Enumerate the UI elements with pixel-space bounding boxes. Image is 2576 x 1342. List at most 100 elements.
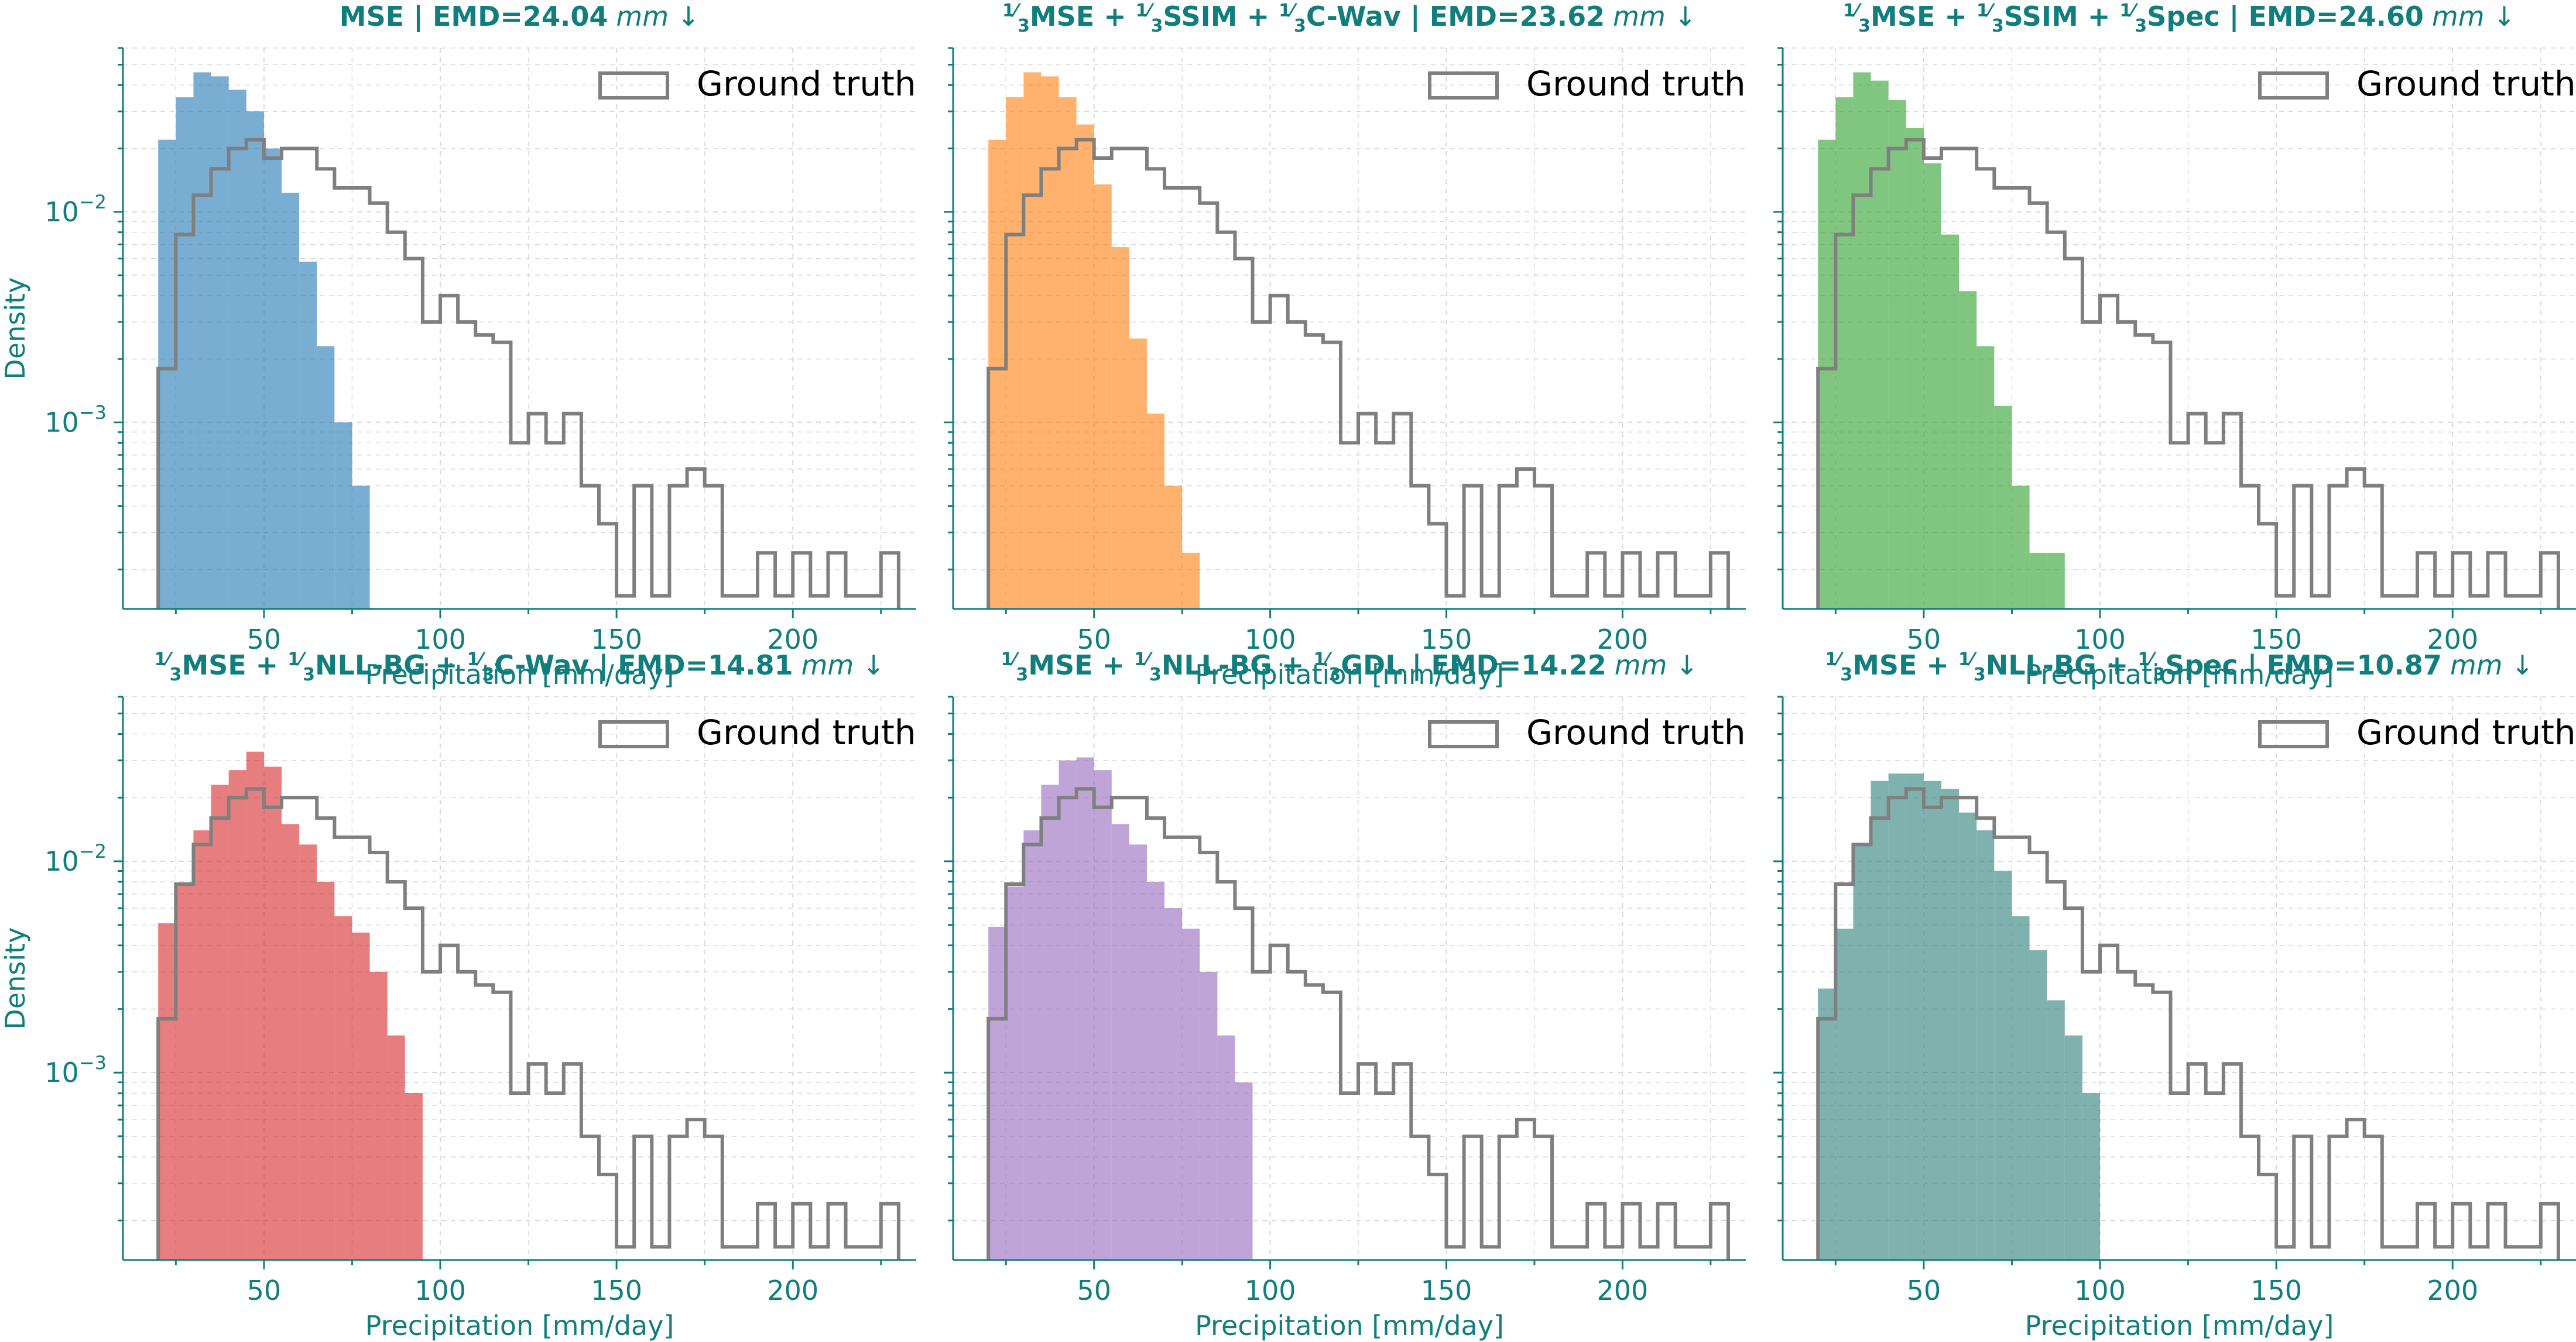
x-tick-label: 50	[1077, 1275, 1111, 1306]
x-tick-label: 150	[2250, 1275, 2302, 1306]
histogram-bar	[1853, 844, 1871, 1260]
histogram-bar	[352, 485, 370, 609]
subplot-title: 1⁄3MSE + 1⁄3SSIM + 1⁄3Spec | EMD=24.60 mm…	[1843, 1, 2515, 36]
x-tick-label: 50	[1907, 624, 1941, 655]
model-histogram	[988, 72, 1200, 610]
histogram-bar	[317, 346, 335, 609]
x-tick-label: 150	[591, 1275, 642, 1306]
histogram-bar	[299, 261, 317, 610]
histogram-bar	[2047, 1000, 2065, 1260]
histogram-bar	[193, 830, 211, 1260]
histogram-bar	[1164, 485, 1183, 609]
histogram-bar	[1941, 789, 1960, 1260]
histogram-bar	[176, 97, 194, 609]
x-tick-label: 100	[1245, 1275, 1296, 1306]
x-axis-label: Precipitation [mm/day]	[1195, 1310, 1504, 1341]
subplot-4: 10−2 10−3 50 100 150 200 Precipitation [mm/day…	[0, 649, 916, 1341]
histogram-bar	[1129, 338, 1147, 609]
histogram-bar	[1976, 346, 1995, 609]
x-tick-label: 50	[247, 1275, 282, 1306]
legend-swatch	[1428, 71, 1499, 100]
histogram-bar	[263, 148, 282, 610]
histogram-bar	[334, 422, 352, 609]
ground-truth-step	[986, 138, 1730, 609]
histogram-bar	[246, 111, 264, 610]
histogram-bar	[1994, 871, 2012, 1260]
x-axis-label: Precipitation [mm/day]	[365, 1310, 674, 1341]
x-tick-label: 200	[767, 624, 818, 655]
histogram-bar	[1818, 139, 1836, 610]
subplot-title: 1⁄3MSE + 1⁄3NLL-BG + 1⁄3Spec | EMD=10.87…	[1825, 649, 2533, 685]
x-axis-label: Precipitation [mm/day]	[2025, 1310, 2334, 1341]
histogram-bar	[1146, 881, 1165, 1260]
histogram-bar	[1164, 908, 1183, 1260]
legend-label: Ground truth	[2356, 64, 2576, 104]
model-histogram	[988, 757, 1253, 1260]
histogram-bar	[211, 785, 229, 1260]
histogram-bar	[1941, 234, 1960, 609]
y-axis-label: Density	[0, 278, 31, 380]
x-axis-label: Precipitation [mm/day]	[1195, 659, 1504, 690]
subplot-6: 50 100 150 200 Precipitation [mm/day] Ground …	[1773, 649, 2576, 1341]
model-histogram	[1818, 773, 2100, 1260]
histogram-bar	[2047, 553, 2065, 609]
histogram-bar	[1182, 929, 1200, 1260]
histogram-bar	[405, 1093, 423, 1260]
histogram-bar	[176, 884, 194, 1260]
histogram-bar	[988, 139, 1006, 610]
y-tick-label: 10−2	[44, 840, 107, 877]
x-axis-label: Precipitation [mm/day]	[365, 659, 674, 690]
histogram-bar	[158, 923, 176, 1260]
histogram-bar	[1076, 757, 1094, 1260]
histogram-bar	[352, 932, 370, 1260]
subplot-title: 1⁄3MSE + 1⁄3SSIM + 1⁄3C-Wav | EMD=23.62 m…	[1002, 1, 1697, 36]
histogram-bar	[1023, 72, 1042, 609]
legend-label: Ground truth	[1526, 64, 1746, 104]
histogram-bar	[1111, 824, 1129, 1260]
histogram-bar	[1959, 291, 1977, 609]
x-tick-label: 200	[1597, 624, 1648, 655]
legend-swatch	[2258, 71, 2329, 100]
histogram-bar	[1906, 128, 1924, 610]
histogram-bar	[2082, 1093, 2100, 1260]
subplot-title: 1⁄3MSE + 1⁄3NLL-BG + 1⁄3C-Wav | EMD=14.8…	[155, 649, 885, 685]
ground-truth-step	[986, 787, 1730, 1260]
model-histogram	[158, 72, 370, 610]
subplot-2: 50 100 150 200 Precipitation [mm/day] Ground …	[944, 1, 1746, 690]
histogram-bar	[2029, 553, 2047, 609]
subplot-5: 50 100 150 200 Precipitation [mm/day] Ground …	[944, 649, 1746, 1341]
histogram-bar	[282, 193, 300, 610]
histogram-bar	[1835, 97, 1854, 609]
x-tick-label: 100	[415, 1275, 466, 1306]
histogram-bar	[1094, 770, 1112, 1260]
x-tick-label: 50	[247, 624, 282, 655]
histogram-bar	[1023, 830, 1042, 1260]
x-tick-label: 200	[1597, 1275, 1648, 1306]
histogram-bar	[1182, 553, 1200, 609]
x-tick-label: 150	[1421, 1275, 1472, 1306]
histogram-bar	[193, 72, 211, 609]
legend: Ground truth	[598, 64, 916, 104]
y-tick-label: 10−3	[44, 1052, 107, 1088]
histogram-bar	[211, 76, 229, 609]
histogram-bar	[1041, 785, 1059, 1260]
histogram-bar	[1923, 163, 1941, 609]
histogram-bar	[1871, 780, 1889, 1260]
histogram-bar	[1888, 100, 1906, 609]
subplot-title: MSE | EMD=24.04 mm ↓	[340, 1, 700, 33]
subplot-3: 50 100 150 200 Precipitation [mm/day] Ground …	[1773, 1, 2576, 690]
histogram-bar	[2064, 1035, 2082, 1260]
x-tick-label: 150	[2250, 624, 2302, 655]
legend-swatch	[598, 71, 669, 100]
histogram-bar	[1059, 760, 1077, 1260]
subplot-title: 1⁄3MSE + 1⁄3NLL-BG + 1⁄3GDL | EMD=14.22 m…	[1001, 649, 1698, 685]
legend: Ground truth	[1428, 64, 1746, 104]
x-tick-label: 150	[591, 624, 642, 655]
ground-truth-step	[156, 138, 900, 609]
histogram-bar	[1853, 72, 1871, 609]
legend: Ground truth	[2258, 64, 2576, 104]
histogram-bar	[1041, 76, 1059, 609]
histogram-bar	[1059, 97, 1077, 609]
